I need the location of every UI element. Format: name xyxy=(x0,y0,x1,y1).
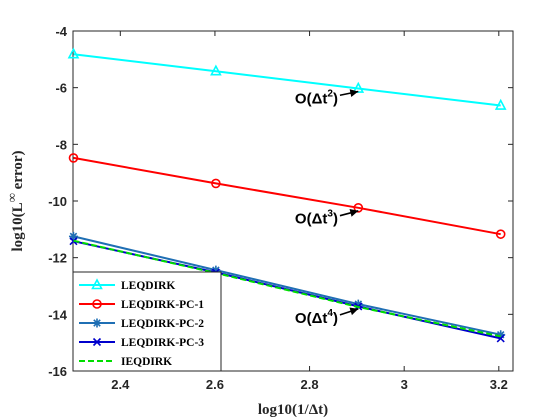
legend-label: LEQDIRK-PC-3 xyxy=(121,337,204,349)
legend-entry: IEQDIRK xyxy=(79,356,172,368)
arrow-head-icon xyxy=(349,208,359,217)
series-layer xyxy=(67,47,507,343)
circle-marker xyxy=(211,178,221,189)
y-tick-label: -14 xyxy=(48,307,68,322)
legend-label: LEQDIRK-PC-2 xyxy=(121,318,204,330)
triangle-marker xyxy=(67,47,80,59)
slope-annotation: O(Δt2) xyxy=(295,88,359,107)
slope-annotation-label: O(Δt4) xyxy=(295,308,338,327)
y-tick-label: -6 xyxy=(55,81,67,96)
y-label-part-3: error) xyxy=(10,150,26,193)
arrow-head-icon xyxy=(349,307,359,316)
y-tick-label: -10 xyxy=(48,194,67,209)
series-leqdirk-pc-2 xyxy=(68,231,506,340)
y-tick-label: -12 xyxy=(48,251,67,266)
circle-marker xyxy=(495,229,506,239)
series-leqdirk-pc-1 xyxy=(68,153,506,239)
y-tick-label: -4 xyxy=(55,24,67,39)
y-axis: -16 -14 -12 -10 -8 -6 -4 xyxy=(48,24,513,379)
legend: LEQDIRK LEQDIRK-PC-1 LEQDIRK-PC-2 LEQDIRK-P… xyxy=(72,271,222,372)
legend-entry: LEQDIRK-PC-1 xyxy=(79,299,204,311)
series-line xyxy=(73,53,501,107)
x-axis-label: log10(1/Δt) xyxy=(258,402,328,418)
slope-annotation: O(Δt4) xyxy=(295,307,359,327)
slope-annotation-label: O(Δt3) xyxy=(295,209,338,228)
star-marker xyxy=(68,231,78,241)
series-line xyxy=(73,239,501,338)
legend-label: LEQDIRK xyxy=(121,280,175,292)
circle-marker xyxy=(353,203,364,213)
y-label-part-1: log10(L xyxy=(10,202,26,251)
y-axis-label: log10(L∞ error) xyxy=(4,150,26,251)
slope-annotation: O(Δt3) xyxy=(295,208,359,228)
arrow-head-icon xyxy=(349,89,359,98)
triangle-marker xyxy=(210,64,222,76)
circle-marker xyxy=(92,299,102,309)
series-line xyxy=(73,235,501,336)
star-marker xyxy=(353,299,363,309)
x-tick-label: 3.2 xyxy=(490,377,508,392)
legend-label: LEQDIRK-PC-1 xyxy=(121,299,204,311)
legend-entry: LEQDIRK-PC-3 xyxy=(79,337,204,349)
x-axis: 2.4 2.6 2.8 3 3.2 xyxy=(111,31,508,392)
series-ieqdirk xyxy=(73,239,501,338)
x-tick-label: 2.4 xyxy=(111,377,130,392)
y-tick-label: -16 xyxy=(48,364,67,379)
annotations: O(Δt2) O(Δt3) O(Δt4) xyxy=(295,88,359,327)
legend-entry: LEQDIRK-PC-2 xyxy=(79,318,204,330)
star-marker xyxy=(211,265,221,275)
x-tick-label: 2.6 xyxy=(206,377,224,392)
triangle-marker xyxy=(91,278,103,290)
circle-marker xyxy=(68,153,79,163)
x-marker xyxy=(92,337,102,347)
y-label-part-2: ∞ xyxy=(4,193,19,202)
star-marker xyxy=(92,318,102,328)
triangle-marker xyxy=(494,98,507,110)
y-tick-label: -8 xyxy=(55,137,67,152)
series-line xyxy=(73,156,501,236)
star-marker xyxy=(496,330,506,340)
slope-annotation-label: O(Δt2) xyxy=(295,88,338,107)
x-tick-label: 2.8 xyxy=(301,377,319,392)
x-tick-label: 3 xyxy=(401,377,408,392)
legend-label: IEQDIRK xyxy=(121,356,172,368)
legend-entry: LEQDIRK xyxy=(79,278,175,292)
